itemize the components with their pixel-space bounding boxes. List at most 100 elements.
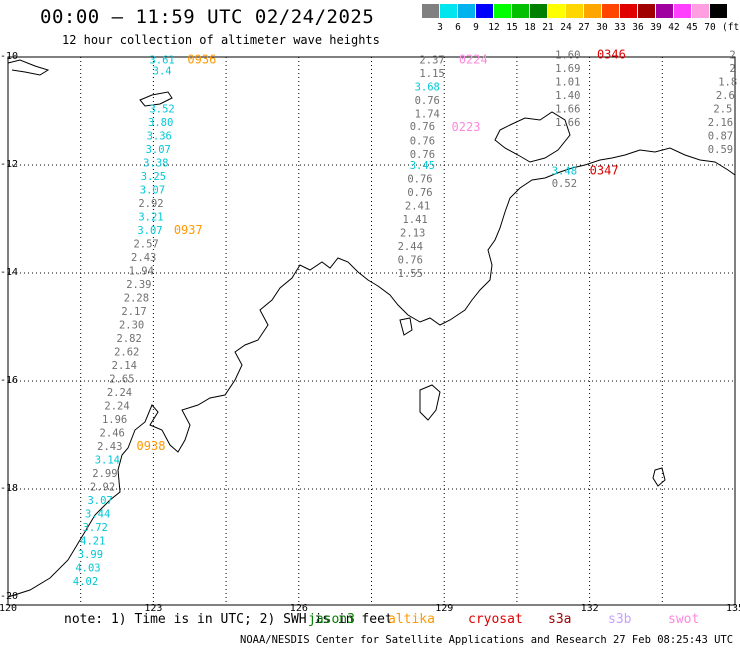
wave-height-label: 1.01	[555, 76, 580, 88]
wave-height-label: 1.60	[555, 49, 580, 61]
satellite-s3a: s3a	[548, 612, 572, 627]
wave-height-label: 3.25	[141, 171, 166, 183]
pass-time-label: 0937	[174, 223, 203, 237]
legend-label: 42	[668, 22, 680, 33]
wave-height-label: 3.07	[146, 144, 171, 156]
wave-height-label: 3.99	[78, 549, 103, 561]
lon-tick-label: 129	[435, 603, 454, 614]
legend-swatch	[530, 4, 547, 18]
wave-height-label: 3.21	[138, 211, 163, 223]
wave-height-label: 2.65	[109, 373, 134, 385]
lat-tick-label: -20	[0, 591, 19, 602]
wave-height-label: 3.14	[95, 454, 120, 466]
legend-label: 39	[650, 22, 662, 33]
wave-height-label: 3.36	[147, 130, 172, 142]
coastline	[7, 59, 736, 598]
page-subtitle: 12 hour collection of altimeter wave hei…	[62, 33, 380, 47]
wave-height-label: 0.59	[708, 144, 733, 156]
lon-tick-label: 126	[289, 603, 308, 614]
legend-unit: (ft)	[722, 22, 740, 33]
wave-height-label: 2.43	[97, 441, 122, 453]
legend-label: 24	[560, 22, 572, 33]
legend-label: 33	[614, 22, 626, 33]
wave-height-label: 2.24	[107, 387, 132, 399]
wave-height-label: 2.46	[100, 427, 125, 439]
wave-height-label: 3.38	[143, 157, 168, 169]
legend-label: 6	[455, 22, 461, 33]
wave-height-label: 1.94	[129, 265, 154, 277]
wave-height-label: 1.41	[402, 214, 427, 226]
wave-height-label: 2.5	[713, 103, 732, 115]
wave-height-label: 3.72	[83, 522, 108, 534]
wave-height-label: 2.43	[131, 252, 156, 264]
wave-height-label: 3.45	[410, 160, 435, 172]
wave-height-label: 3.07	[87, 495, 112, 507]
satellite-altika: altika	[388, 612, 435, 627]
legend-swatch	[620, 4, 637, 18]
lat-tick-label: -16	[0, 375, 19, 386]
legend-swatch	[638, 4, 655, 18]
wave-height-label: 0.76	[407, 174, 432, 186]
legend-swatch	[710, 4, 727, 18]
wave-height-label: 4.21	[80, 535, 105, 547]
wave-height-label: 3.48	[552, 165, 577, 177]
legend-label: 12	[488, 22, 500, 33]
wave-height-label: 2.17	[121, 306, 146, 318]
pass-time-label: 0223	[452, 120, 481, 134]
lon-tick-label: 135	[726, 603, 740, 614]
wave-height-label: 3.68	[415, 82, 440, 94]
lat-tick-label: -18	[0, 483, 19, 494]
legend-label: 70	[704, 22, 716, 33]
wave-height-label: 2.92	[138, 198, 163, 210]
legend-label: 15	[506, 22, 518, 33]
wave-height-label: 3.44	[85, 508, 110, 520]
wave-height-label: 2.30	[119, 319, 144, 331]
legend-swatch	[440, 4, 457, 18]
page-title: 00:00 — 11:59 UTC 02/24/2025	[40, 6, 375, 28]
legend-swatch	[458, 4, 475, 18]
pass-time-label: 0936	[187, 53, 216, 67]
wave-height-label: 0.76	[410, 121, 435, 133]
pass-time-label: 0347	[590, 163, 619, 177]
wave-height-label: 1.15	[419, 68, 444, 80]
wave-height-label: 2.41	[405, 201, 430, 213]
wave-height-label: 2.62	[114, 346, 139, 358]
pass-time-label: 0346	[597, 47, 626, 61]
lat-tick-label: -10	[0, 51, 19, 62]
wave-height-label: 2.44	[398, 241, 423, 253]
bonaparte-islands	[399, 317, 413, 336]
satellite-cryosat: cryosat	[468, 612, 523, 627]
wave-height-label: 0.76	[410, 149, 435, 161]
lon-tick-label: 123	[144, 603, 163, 614]
wave-height-label: 2.37	[419, 55, 444, 67]
wave-height-label: 1.40	[555, 90, 580, 102]
wave-height-label: 0.76	[407, 187, 432, 199]
legend-swatch	[512, 4, 529, 18]
note-text: note: 1) Time is in UTC; 2) SWH is in fe…	[64, 612, 393, 627]
legend-swatch	[656, 4, 673, 18]
wave-height-label: 2.99	[92, 468, 117, 480]
wave-height-label: 0.87	[708, 130, 733, 142]
legend-swatch	[566, 4, 583, 18]
legend-swatch	[692, 4, 709, 18]
pass-time-label: 0938	[137, 439, 166, 453]
wave-height-label: 3.07	[140, 184, 165, 196]
graticule	[8, 57, 735, 605]
pass-time-label: 0224	[459, 53, 488, 67]
satellite-swot: swot	[668, 612, 700, 627]
credit-line: NOAA/NESDIS Center for Satellite Applica…	[240, 634, 740, 646]
timor-coast	[7, 59, 50, 76]
wave-height-label: 2	[729, 63, 735, 75]
map-frame	[7, 56, 736, 606]
wave-height-label: 3.07	[137, 225, 162, 237]
legend-swatch	[602, 4, 619, 18]
legend-swatch	[476, 4, 493, 18]
wave-height-label: 3.4	[153, 66, 172, 78]
wave-height-label: 0.76	[410, 136, 435, 148]
wave-height-label: 2.14	[112, 360, 137, 372]
small-island-east	[652, 467, 666, 487]
legend-swatch	[422, 4, 439, 18]
rote-island	[139, 91, 173, 107]
lat-tick-label: -12	[0, 159, 19, 170]
wave-height-label: 1.96	[102, 414, 127, 426]
